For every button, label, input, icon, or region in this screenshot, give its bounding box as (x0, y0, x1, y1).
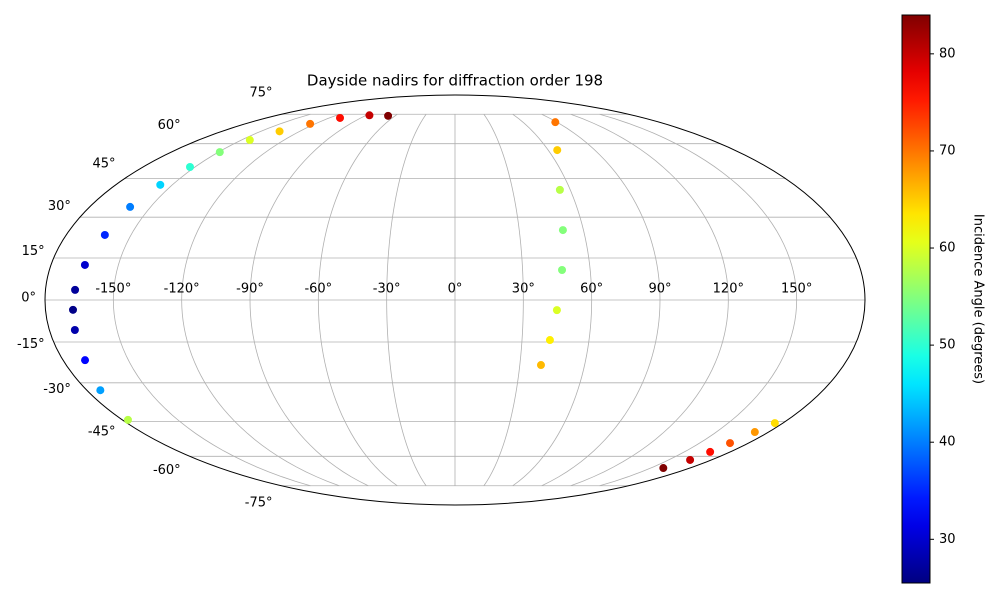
data-point (545, 336, 554, 345)
x-tick-label: 90° (648, 282, 671, 297)
data-point (71, 285, 80, 294)
grid-line (483, 114, 524, 486)
colorbar-label: Incidence Angle (degrees) (971, 214, 986, 384)
y-tick-label: 0° (21, 291, 36, 306)
data-point (215, 148, 224, 157)
y-tick-label: 75° (249, 86, 272, 101)
grid-line (112, 113, 311, 487)
y-tick-label: -75° (245, 495, 273, 510)
y-tick-label: 15° (22, 244, 45, 259)
y-tick-label: 30° (48, 199, 71, 214)
x-tick-label: -120° (164, 282, 200, 297)
data-point (555, 185, 564, 194)
data-point (659, 464, 668, 473)
data-point (100, 230, 109, 239)
y-tick-label: 45° (93, 157, 116, 172)
x-tick-label: 150° (781, 282, 812, 297)
data-point (553, 146, 562, 155)
data-point (126, 202, 135, 211)
data-point (726, 439, 735, 448)
y-tick-label: 60° (158, 118, 181, 133)
data-point (750, 428, 759, 437)
data-point (185, 162, 194, 171)
grid-line (317, 113, 398, 487)
colorbar-tick-label: 30 (939, 532, 956, 547)
data-point (365, 111, 374, 120)
grid-line (599, 113, 798, 487)
y-tick-label: -30° (43, 382, 71, 397)
data-point (80, 260, 89, 269)
x-tick-label: 120° (713, 282, 744, 297)
colorbar-tick-label: 40 (939, 435, 956, 450)
data-point (69, 305, 78, 314)
colorbar (901, 14, 931, 584)
data-point (336, 113, 345, 122)
colorbar-tick-label: 80 (939, 46, 956, 61)
data-point (245, 136, 254, 145)
x-tick-label: 60° (580, 282, 603, 297)
data-point (558, 226, 567, 235)
data-point (552, 306, 561, 315)
colorbar-tick-label: 70 (939, 143, 956, 158)
grid-line (249, 113, 369, 487)
data-point (306, 119, 315, 128)
x-tick-label: -90° (236, 282, 264, 297)
grid-line (386, 114, 427, 486)
colorbar-tick-label: 60 (939, 241, 956, 256)
data-point (770, 419, 779, 428)
colorbar-tick-label: 50 (939, 338, 956, 353)
data-point (81, 356, 90, 365)
data-point (156, 180, 165, 189)
data-point (70, 326, 79, 335)
x-tick-label: 0° (448, 282, 463, 297)
data-point (123, 415, 132, 424)
data-point (96, 386, 105, 395)
data-point (275, 127, 284, 136)
y-tick-label: -45° (88, 424, 116, 439)
data-point (706, 447, 715, 456)
y-tick-label: -60° (153, 463, 181, 478)
x-tick-label: 30° (512, 282, 535, 297)
map-boundary (44, 94, 866, 506)
data-point (558, 265, 567, 274)
y-tick-label: -15° (17, 337, 45, 352)
data-point (536, 361, 545, 370)
x-tick-label: -30° (373, 282, 401, 297)
grid-line (570, 113, 729, 487)
data-point (551, 118, 560, 127)
grid-line (541, 113, 661, 487)
x-tick-label: -150° (95, 282, 131, 297)
x-tick-label: -60° (304, 282, 332, 297)
grid-line (181, 113, 340, 487)
data-point (686, 455, 695, 464)
grid-line (512, 113, 593, 487)
data-point (384, 111, 393, 120)
chart-title: Dayside nadirs for diffraction order 198 (307, 72, 603, 90)
